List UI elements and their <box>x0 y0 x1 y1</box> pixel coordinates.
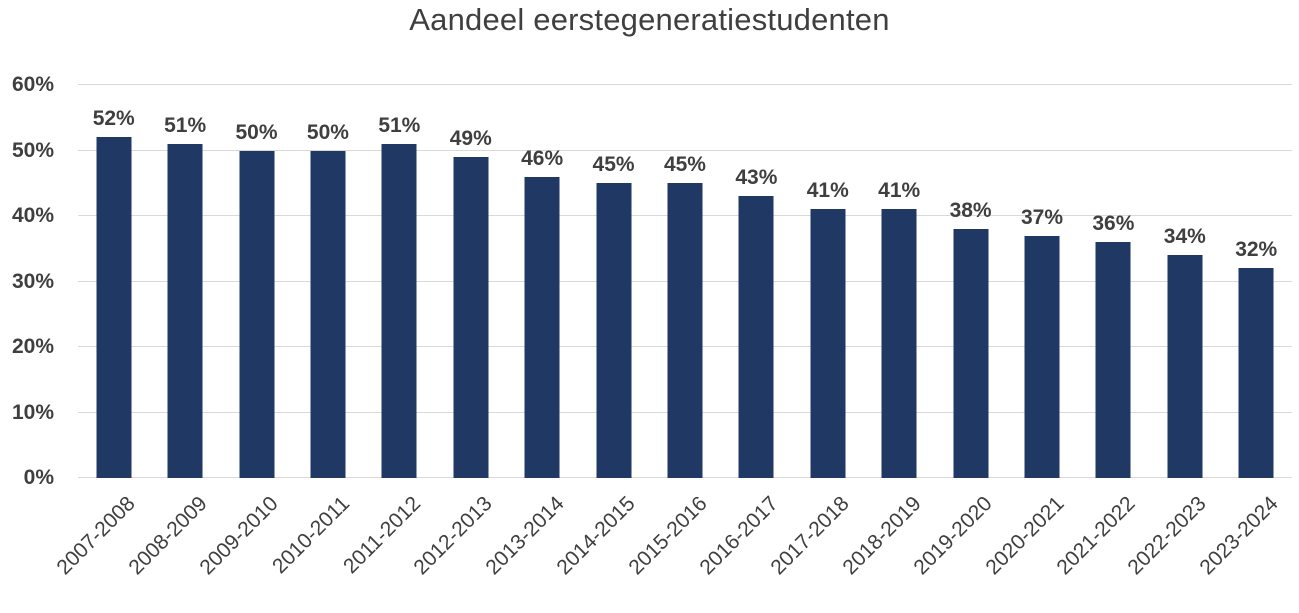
bar <box>1095 242 1131 478</box>
bar-value-label: 46% <box>521 146 564 170</box>
y-axis-tick-label: 30% <box>11 269 54 293</box>
bar-group: 50% <box>221 85 292 478</box>
bar <box>1024 235 1060 478</box>
y-axis-tick-label: 50% <box>11 138 54 162</box>
bar-group: 32% <box>1221 85 1292 478</box>
bar <box>167 143 203 478</box>
bar-value-label: 50% <box>235 120 278 144</box>
bar-group: 41% <box>863 85 934 478</box>
bar-value-label: 45% <box>663 153 706 177</box>
y-axis-tick-label: 40% <box>11 204 54 228</box>
y-axis-tick-label: 60% <box>11 73 54 96</box>
bar <box>667 183 703 478</box>
bar-group: 37% <box>1006 85 1077 478</box>
bar <box>596 183 632 478</box>
bar-group: 43% <box>721 85 792 478</box>
bar <box>239 150 275 478</box>
bar-group: 45% <box>649 85 720 478</box>
bar-value-label: 41% <box>878 179 921 203</box>
bar-group: 49% <box>435 85 506 478</box>
bar-value-label: 49% <box>449 127 492 151</box>
gridline <box>78 84 1292 85</box>
bar-value-label: 50% <box>306 120 349 144</box>
bar <box>96 137 132 478</box>
bar <box>310 150 346 478</box>
bar <box>453 157 489 478</box>
bar-group: 52% <box>78 85 149 478</box>
bar-value-label: 52% <box>92 107 135 131</box>
bars: 52% 51% 50% 50% 51% 49% 46% 45% 45% 43% 41% 41% 38% 3… <box>78 85 1292 478</box>
y-axis-tick-label: 10% <box>11 400 54 424</box>
bar-value-label: 32% <box>1235 238 1278 262</box>
bar-group: 41% <box>792 85 863 478</box>
bar-group: 38% <box>935 85 1006 478</box>
x-axis: 2007-2008 2008-2009 2009-2010 2010-2011 2011… <box>53 478 1292 613</box>
bar <box>953 229 989 478</box>
bar-value-label: 37% <box>1020 205 1063 229</box>
gridline <box>78 149 1292 151</box>
bar-group: 46% <box>506 85 577 478</box>
y-axis: 0% 10% 20% 30% 40% 50% 60% <box>0 73 54 489</box>
bar <box>881 209 917 478</box>
bar-value-label: 51% <box>164 113 207 137</box>
bar-value-label: 36% <box>1092 212 1135 236</box>
bar-group: 45% <box>578 85 649 478</box>
bar <box>1167 255 1203 478</box>
bar-value-label: 41% <box>806 179 849 203</box>
y-axis-tick-label: 20% <box>11 335 54 359</box>
bar <box>1238 268 1274 478</box>
bar-value-label: 43% <box>735 166 778 190</box>
chart-title: Aandeel eerstegeneratiestudenten <box>409 2 890 37</box>
bar-group: 51% <box>364 85 435 478</box>
bar-group: 51% <box>149 85 220 478</box>
bar <box>738 196 774 478</box>
bar <box>524 176 560 478</box>
bar <box>810 209 846 478</box>
bar-group: 36% <box>1078 85 1149 478</box>
bar-value-label: 51% <box>378 113 421 137</box>
bar-value-label: 45% <box>592 153 635 177</box>
y-axis-tick-label: 0% <box>23 466 54 489</box>
bar-group: 50% <box>292 85 363 478</box>
bar <box>381 143 417 478</box>
bar-value-label: 38% <box>949 199 992 223</box>
plot-area: 52% 51% 50% 50% 51% 49% 46% 45% 45% 43% 41% 41% 38% 3… <box>78 84 1292 478</box>
bar-value-label: 34% <box>1163 225 1206 249</box>
bar-group: 34% <box>1149 85 1220 478</box>
